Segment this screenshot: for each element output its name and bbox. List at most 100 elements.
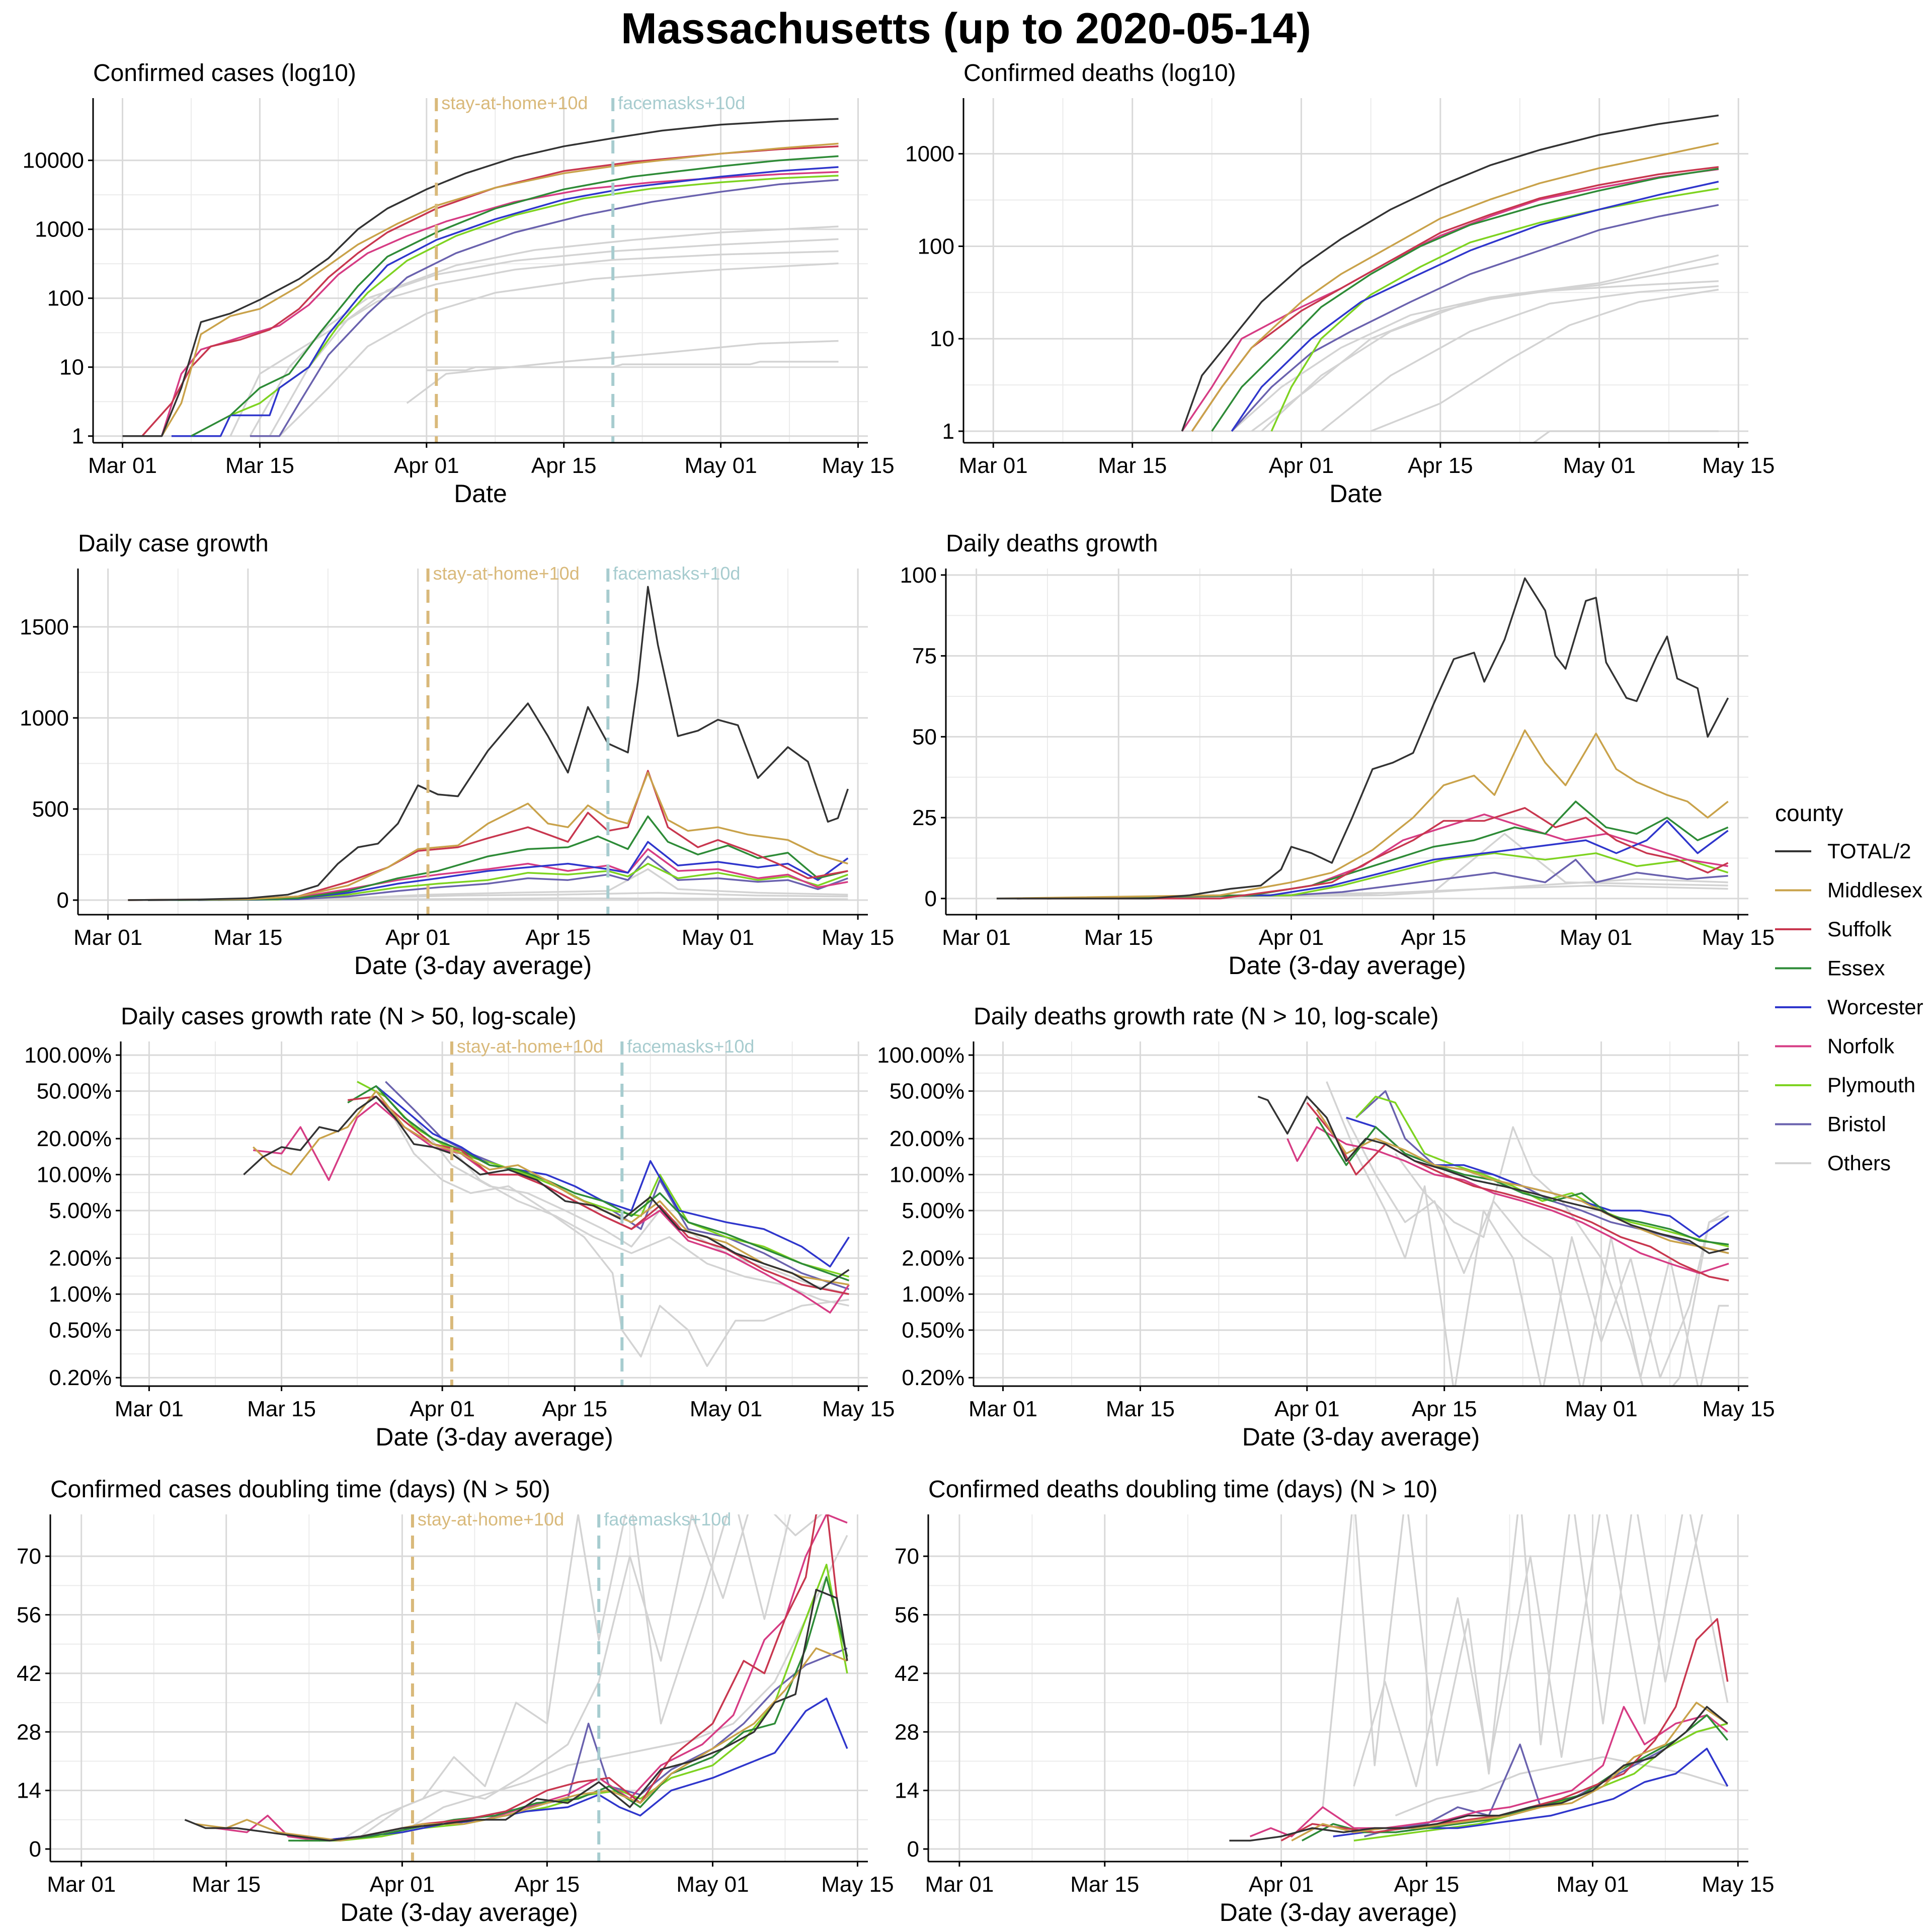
x-tick-label: May 01 [1563,453,1636,478]
x-axis-label: Date (3-day average) [1242,1423,1480,1451]
y-tick-label: 100.00% [877,1043,964,1068]
y-tick-label: 42 [895,1661,919,1686]
y-tick-label: 50 [912,725,937,749]
series-line-suffolk [1306,1102,1729,1281]
series-line-suffolk [1191,166,1719,432]
x-tick-label: Apr 01 [1269,453,1334,478]
y-tick-label: 10000 [23,148,84,173]
y-tick-label: 28 [895,1720,919,1744]
series-line-others [229,250,839,437]
y-tick-label: 10 [930,327,954,351]
x-tick-label: May 15 [821,1872,894,1897]
panel-title: Confirmed deaths (log10) [963,60,1236,87]
x-axis-label: Date (3-day average) [1228,951,1466,980]
series-line-essex [347,1085,849,1281]
series-line-others [441,1138,849,1307]
x-tick-label: Mar 01 [959,453,1028,478]
annotation-label-stay: stay-at-home+10d [441,93,588,113]
y-tick-label: 70 [17,1544,41,1569]
x-tick-label: May 15 [822,453,894,478]
x-tick-label: Apr 15 [1401,925,1466,950]
legend-item-label: TOTAL/2 [1827,839,1911,863]
legend-item-label: Bristol [1827,1112,1886,1136]
series-line-middlesex [1316,1109,1729,1254]
x-tick-label: May 01 [690,1397,762,1421]
series-line-middlesex [996,729,1729,900]
y-tick-label: 50.00% [37,1079,112,1104]
x-tick-label: May 15 [1702,925,1775,950]
page-title: Massachusetts (up to 2020-05-14) [621,5,1311,53]
x-tick-label: Mar 15 [1106,1397,1175,1421]
x-tick-label: May 15 [1702,1872,1774,1897]
x-tick-label: Apr 01 [1249,1872,1314,1897]
panel-5: stay-at-home+10d facemasks+10d 0.20% 0.50% 1… [24,1003,895,1451]
y-tick-label: 1000 [35,217,84,242]
series-line-plymouth [230,175,839,417]
panel-title: Confirmed cases doubling time (days) (N … [50,1476,550,1503]
y-tick-label: 75 [912,644,937,669]
y-tick-label: 14 [895,1779,919,1803]
y-tick-label: 0 [907,1837,919,1862]
y-tick-label: 56 [17,1603,41,1628]
y-tick-label: 5.00% [49,1198,112,1223]
x-axis-label: Date [454,479,507,508]
x-tick-label: Apr 15 [1412,1397,1477,1421]
x-tick-label: Apr 01 [1259,925,1324,950]
y-tick-label: 0.20% [49,1365,112,1390]
legend-title: county [1775,800,1843,826]
legend-item-label: Essex [1827,956,1885,980]
series-group [243,1081,850,1367]
x-axis-label: Date (3-day average) [375,1423,613,1451]
series-line-norfolk [1249,1706,1728,1837]
x-tick-label: May 15 [822,925,894,950]
y-tick-label: 10 [59,355,84,380]
x-axis-label: Date (3-day average) [354,951,592,980]
y-tick-label: 0.50% [49,1318,112,1343]
series-line-middlesex [195,1647,848,1842]
x-tick-label: Apr 15 [542,1397,607,1421]
series-line-others [1345,1117,1729,1386]
series-line-plymouth [1355,1095,1729,1248]
series-line-others [1532,430,1719,443]
series-group [1181,114,1719,443]
series-line-total-2 [122,118,839,437]
series-line-plymouth [357,1081,849,1278]
x-tick-label: May 01 [1560,925,1632,950]
series-line-middlesex [252,1090,849,1286]
panel-title: Daily deaths growth [946,530,1158,557]
series-line-bristol [319,1647,848,1842]
x-tick-label: Apr 15 [525,925,591,950]
x-tick-label: Mar 15 [1070,1872,1139,1897]
series-group [1229,1514,1729,1842]
y-tick-label: 20.00% [37,1126,112,1151]
series-line-others [218,892,848,901]
series-line-others [1261,280,1719,432]
x-tick-label: May 01 [1556,1872,1629,1897]
y-tick-label: 10.00% [37,1163,112,1187]
series-line-essex [191,155,839,437]
y-tick-label: 2.00% [902,1246,964,1271]
series-line-suffolk [128,770,848,901]
x-tick-label: Mar 01 [73,925,142,950]
panel-title: Daily deaths growth rate (N > 10, log-sc… [974,1003,1438,1030]
x-axis-label: Date [1329,479,1383,508]
series-line-others [248,897,848,901]
x-tick-label: Mar 01 [47,1872,116,1897]
x-tick-label: May 15 [1702,453,1775,478]
panel-4: 0 25 50 75 100 Mar 01 Mar 15 Apr 01 Apr 15 May 01… [900,530,1775,980]
series-group [1257,1081,1730,1386]
series-line-others [1326,1081,1729,1386]
y-tick-label: 100 [918,234,954,259]
x-tick-label: Mar 01 [942,925,1011,950]
y-tick-label: 1000 [20,706,69,731]
x-tick-label: Mar 01 [115,1397,184,1421]
series-line-others [406,340,839,404]
x-tick-label: Apr 01 [1274,1397,1340,1421]
series-line-suffolk [141,145,839,437]
series-line-others [1231,254,1719,432]
legend-item-label: Suffolk [1827,917,1892,941]
x-tick-label: May 01 [1565,1397,1637,1421]
panel-title: Daily cases growth rate (N > 50, log-sca… [121,1003,577,1030]
panel-1: stay-at-home+10d facemasks+10d 1 10 100 1000 1… [23,60,895,508]
x-tick-label: May 15 [822,1397,895,1421]
